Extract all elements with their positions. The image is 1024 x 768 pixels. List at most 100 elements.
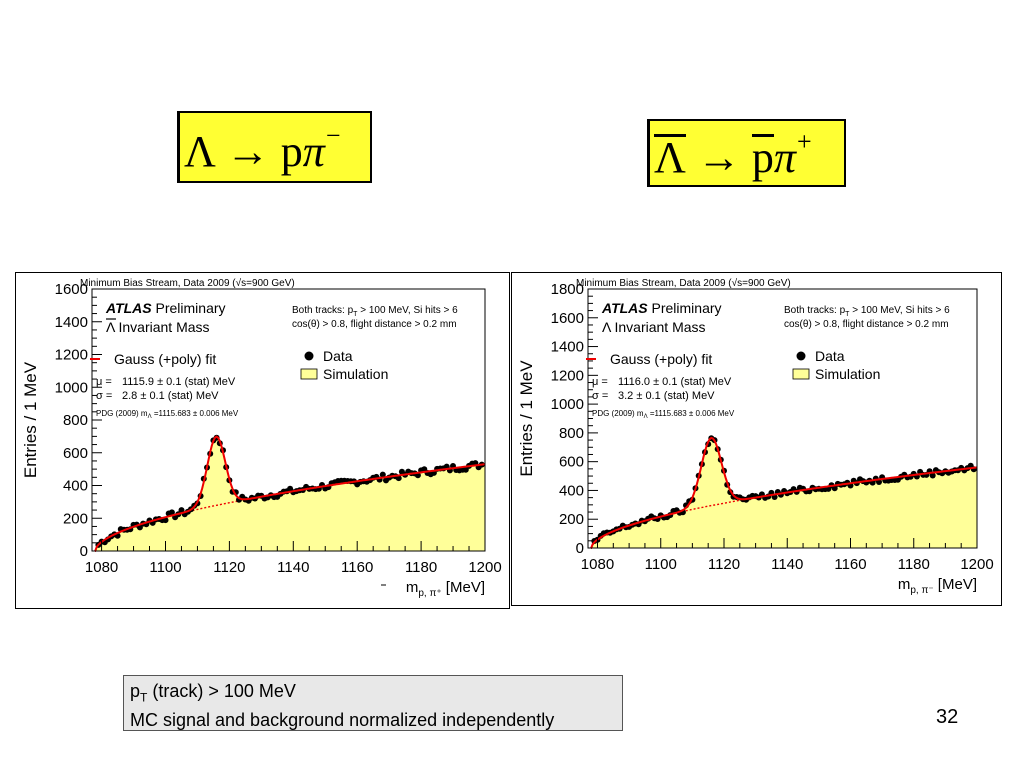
cuts-line-2: cos(θ) > 0.8, flight distance > 0.2 mm — [784, 319, 949, 330]
x-axis-label-unit: [MeV] — [442, 579, 485, 596]
y-tick-label: 0 — [576, 540, 584, 557]
x-tick-label: 1080 — [85, 559, 118, 576]
data-point — [379, 471, 386, 478]
page-number: 32 — [936, 706, 959, 728]
simulation-legend-label: Simulation — [815, 366, 880, 382]
cuts-pt-sub: T — [353, 311, 358, 318]
x-tick-label: 1200 — [468, 559, 501, 576]
cuts-pt: Both tracks: p — [784, 305, 846, 316]
title-charge: − — [325, 121, 341, 150]
atlas-preliminary: Preliminary — [152, 300, 226, 316]
y-tick-label: 600 — [63, 445, 88, 462]
simulation-legend-marker — [300, 368, 318, 380]
x-tick-label: 1100 — [149, 559, 181, 576]
mass-label: Invariant Mass — [611, 319, 706, 335]
particle-symbol: Λ — [602, 319, 612, 335]
y-tick-label: 1400 — [551, 339, 584, 356]
cuts-line-2: cos(θ) > 0.8, flight distance > 0.2 mm — [292, 319, 457, 330]
note-box: pT (track) > 100 MeV MC signal and backg… — [123, 675, 623, 731]
y-tick-label: 1200 — [551, 367, 584, 384]
note-p: p — [130, 681, 141, 701]
note-line-2: MC signal and background normalized inde… — [130, 709, 555, 730]
plot-header: Minimum Bias Stream, Data 2009 (√s=900 G… — [80, 277, 295, 289]
x-axis-label: mp, π⁻ [MeV] — [898, 576, 977, 596]
note-line-1: pT (track) > 100 MeV — [130, 680, 622, 709]
chart-svg: 1080 1100 1120 1140 1160 1180 1200 0 200 400 600 80… — [517, 277, 994, 596]
data-point — [929, 472, 936, 479]
x-tick-label: 1140 — [771, 556, 803, 573]
pdg-value: =1115.683 ± 0.006 MeV — [152, 409, 239, 418]
y-tick-label: 200 — [63, 510, 88, 527]
cuts-line-1: Both tracks: pT > 100 MeV, Si hits > 6 — [784, 305, 950, 318]
x-tick-label: 1160 — [341, 559, 373, 576]
title-antilambda-symbol: Λ — [654, 133, 686, 182]
y-tick-label: 400 — [559, 482, 584, 499]
y-tick-label: 1400 — [55, 314, 88, 331]
data-legend-label: Data — [323, 348, 353, 364]
atlas-experiment: ATLAS — [601, 300, 648, 316]
data-point — [831, 485, 838, 492]
x-axis-label-m: m — [898, 576, 911, 593]
y-tick-label: 0 — [80, 543, 88, 560]
title-antilambda-decay: Λ → pπ+ — [647, 119, 846, 187]
y-tick-label: 800 — [63, 412, 88, 429]
pdg-sub: Λ — [644, 414, 648, 420]
atlas-label: ATLAS Preliminary — [105, 300, 226, 316]
pdg-label: PDG (2009) mΛ =1115.683 ± 0.006 MeV — [96, 409, 239, 420]
y-tick-label: 1600 — [551, 310, 584, 327]
particle-symbol: Λ — [106, 319, 116, 335]
y-tick-label: 1600 — [55, 281, 88, 298]
y-tick-label: 600 — [559, 454, 584, 471]
x-tick-label: 1200 — [960, 556, 993, 573]
particle-label: Λ Invariant Mass — [106, 319, 210, 335]
y-tick-label: 1000 — [55, 379, 88, 396]
y-axis-label: Entries / 1 MeV — [517, 360, 536, 477]
title-pion: π — [773, 133, 796, 182]
title-charge: + — [796, 127, 812, 156]
x-tick-label: 1120 — [708, 556, 740, 573]
x-axis-label-m: m — [406, 579, 419, 596]
y-axis-label: Entries / 1 MeV — [21, 361, 40, 478]
pdg-value: =1115.683 ± 0.006 MeV — [648, 409, 735, 418]
cuts-rest: > 100 MeV, Si hits > 6 — [849, 305, 950, 316]
y-tick-label: 400 — [63, 478, 88, 495]
x-axis-label-sub: p, π⁻ — [910, 585, 933, 596]
title-pion: π — [302, 127, 325, 176]
y-tick-label: 800 — [559, 425, 584, 442]
note-p-sub: T — [140, 690, 148, 705]
sigma-label: σ = — [96, 390, 112, 402]
title-arrow: → — [696, 133, 741, 182]
atlas-preliminary: Preliminary — [648, 300, 722, 316]
mu-value: 1116.0 ± 0.1 (stat) MeV — [618, 376, 732, 388]
mu-value: 1115.9 ± 0.1 (stat) MeV — [122, 376, 236, 388]
y-tick-label: 200 — [559, 511, 584, 528]
pdg-label: PDG (2009) mΛ =1115.683 ± 0.006 MeV — [592, 409, 735, 420]
x-tick-label: 1080 — [581, 556, 614, 573]
fit-legend-label: Gauss (+poly) fit — [610, 351, 712, 367]
title-arrow: → — [225, 127, 270, 176]
plot-lambda-mass: 1080 1100 1120 1140 1160 1180 1200 0 200 400 600 80… — [511, 272, 1002, 606]
data-point — [178, 507, 185, 514]
y-tick-label: 1200 — [55, 347, 88, 364]
x-tick-label: 1120 — [213, 559, 245, 576]
fit-curve — [94, 435, 486, 552]
sigma-value: 3.2 ± 0.1 (stat) MeV — [618, 390, 715, 402]
x-axis-label-unit: [MeV] — [934, 576, 977, 593]
fit-curve — [590, 436, 978, 549]
x-tick-label: 1180 — [898, 556, 930, 573]
note-track-cut: (track) > 100 MeV — [147, 681, 296, 701]
title-proton: p — [280, 127, 303, 176]
x-axis-label: mp, π⁺ [MeV] — [406, 579, 485, 599]
sigma-value: 2.8 ± 0.1 (stat) MeV — [122, 390, 219, 402]
x-tick-label: 1180 — [405, 559, 437, 576]
title-antiproton: p — [751, 133, 774, 182]
mu-label: μ = — [96, 376, 112, 388]
title-lambda-decay: Λ → pπ− — [177, 111, 372, 183]
x-tick-label: 1100 — [645, 556, 677, 573]
data-legend-label: Data — [815, 348, 845, 364]
particle-label: Λ Invariant Mass — [602, 319, 706, 335]
chart-svg: 1080 1100 1120 1140 1160 1180 1200 0 200 400 600 80… — [21, 277, 502, 599]
atlas-label: ATLAS Preliminary — [601, 300, 722, 316]
y-tick-label: 1000 — [551, 396, 584, 413]
atlas-experiment: ATLAS — [105, 300, 152, 316]
